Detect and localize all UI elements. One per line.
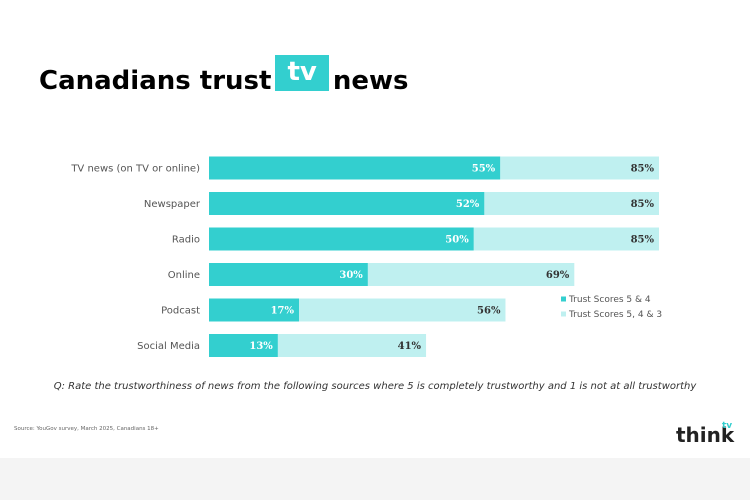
category-label: TV news (on TV or online) <box>70 164 200 175</box>
value-label-trust-543: 85% <box>631 164 655 175</box>
category-label: Newspaper <box>144 199 201 210</box>
bar-trust-54 <box>209 263 368 286</box>
title-tv-highlight: tv <box>275 55 329 91</box>
value-label-trust-543: 85% <box>631 199 655 210</box>
legend-label: Trust Scores 5 & 4 <box>568 295 651 305</box>
bar-trust-54 <box>209 192 485 215</box>
survey-question: Q: Rate the trustworthiness of news from… <box>53 381 697 392</box>
page-title: Canadians trust tv news <box>39 55 409 100</box>
title-suffix: news <box>332 66 409 96</box>
value-label-trust-543: 69% <box>546 270 570 281</box>
bar-trust-54 <box>209 156 501 180</box>
think-tv-logo: think tv <box>676 421 735 447</box>
bar-trust-543 <box>277 334 427 357</box>
legend-swatch <box>561 296 566 302</box>
value-label-trust-54: 50% <box>445 235 469 246</box>
value-label-trust-54: 52% <box>456 199 480 210</box>
bar-trust-543 <box>473 227 659 251</box>
value-label-trust-543: 41% <box>398 341 422 352</box>
value-label-trust-54: 30% <box>339 270 363 281</box>
legend-swatch <box>561 311 566 317</box>
logo-word: think <box>676 423 735 447</box>
bar-trust-543 <box>299 298 506 322</box>
category-label: Podcast <box>161 306 200 317</box>
bar-trust-543 <box>484 192 659 215</box>
value-label-trust-543: 85% <box>631 235 655 246</box>
bar-trust-543 <box>367 263 575 286</box>
legend-label: Trust Scores 5, 4 & 3 <box>568 310 662 320</box>
value-label-trust-543: 56% <box>477 306 501 317</box>
category-label: Social Media <box>137 341 200 352</box>
bar-trust-54 <box>209 298 299 322</box>
bar-trust-543 <box>500 156 659 180</box>
bar-trust-54 <box>209 227 474 251</box>
category-label: Radio <box>172 235 200 246</box>
bar-trust-54 <box>209 334 278 357</box>
logo-tv: tv <box>722 421 733 431</box>
value-label-trust-54: 17% <box>271 306 295 317</box>
bar-chart: TV news (on TV or online) 55% 85% Newspaper… <box>70 156 662 357</box>
category-label: Online <box>168 270 200 281</box>
title-prefix: Canadians trust <box>39 66 272 96</box>
value-label-trust-54: 13% <box>249 341 273 352</box>
source-note: Source: YouGov survey, March 2025, Canad… <box>14 426 159 432</box>
value-label-trust-54: 55% <box>472 164 496 175</box>
